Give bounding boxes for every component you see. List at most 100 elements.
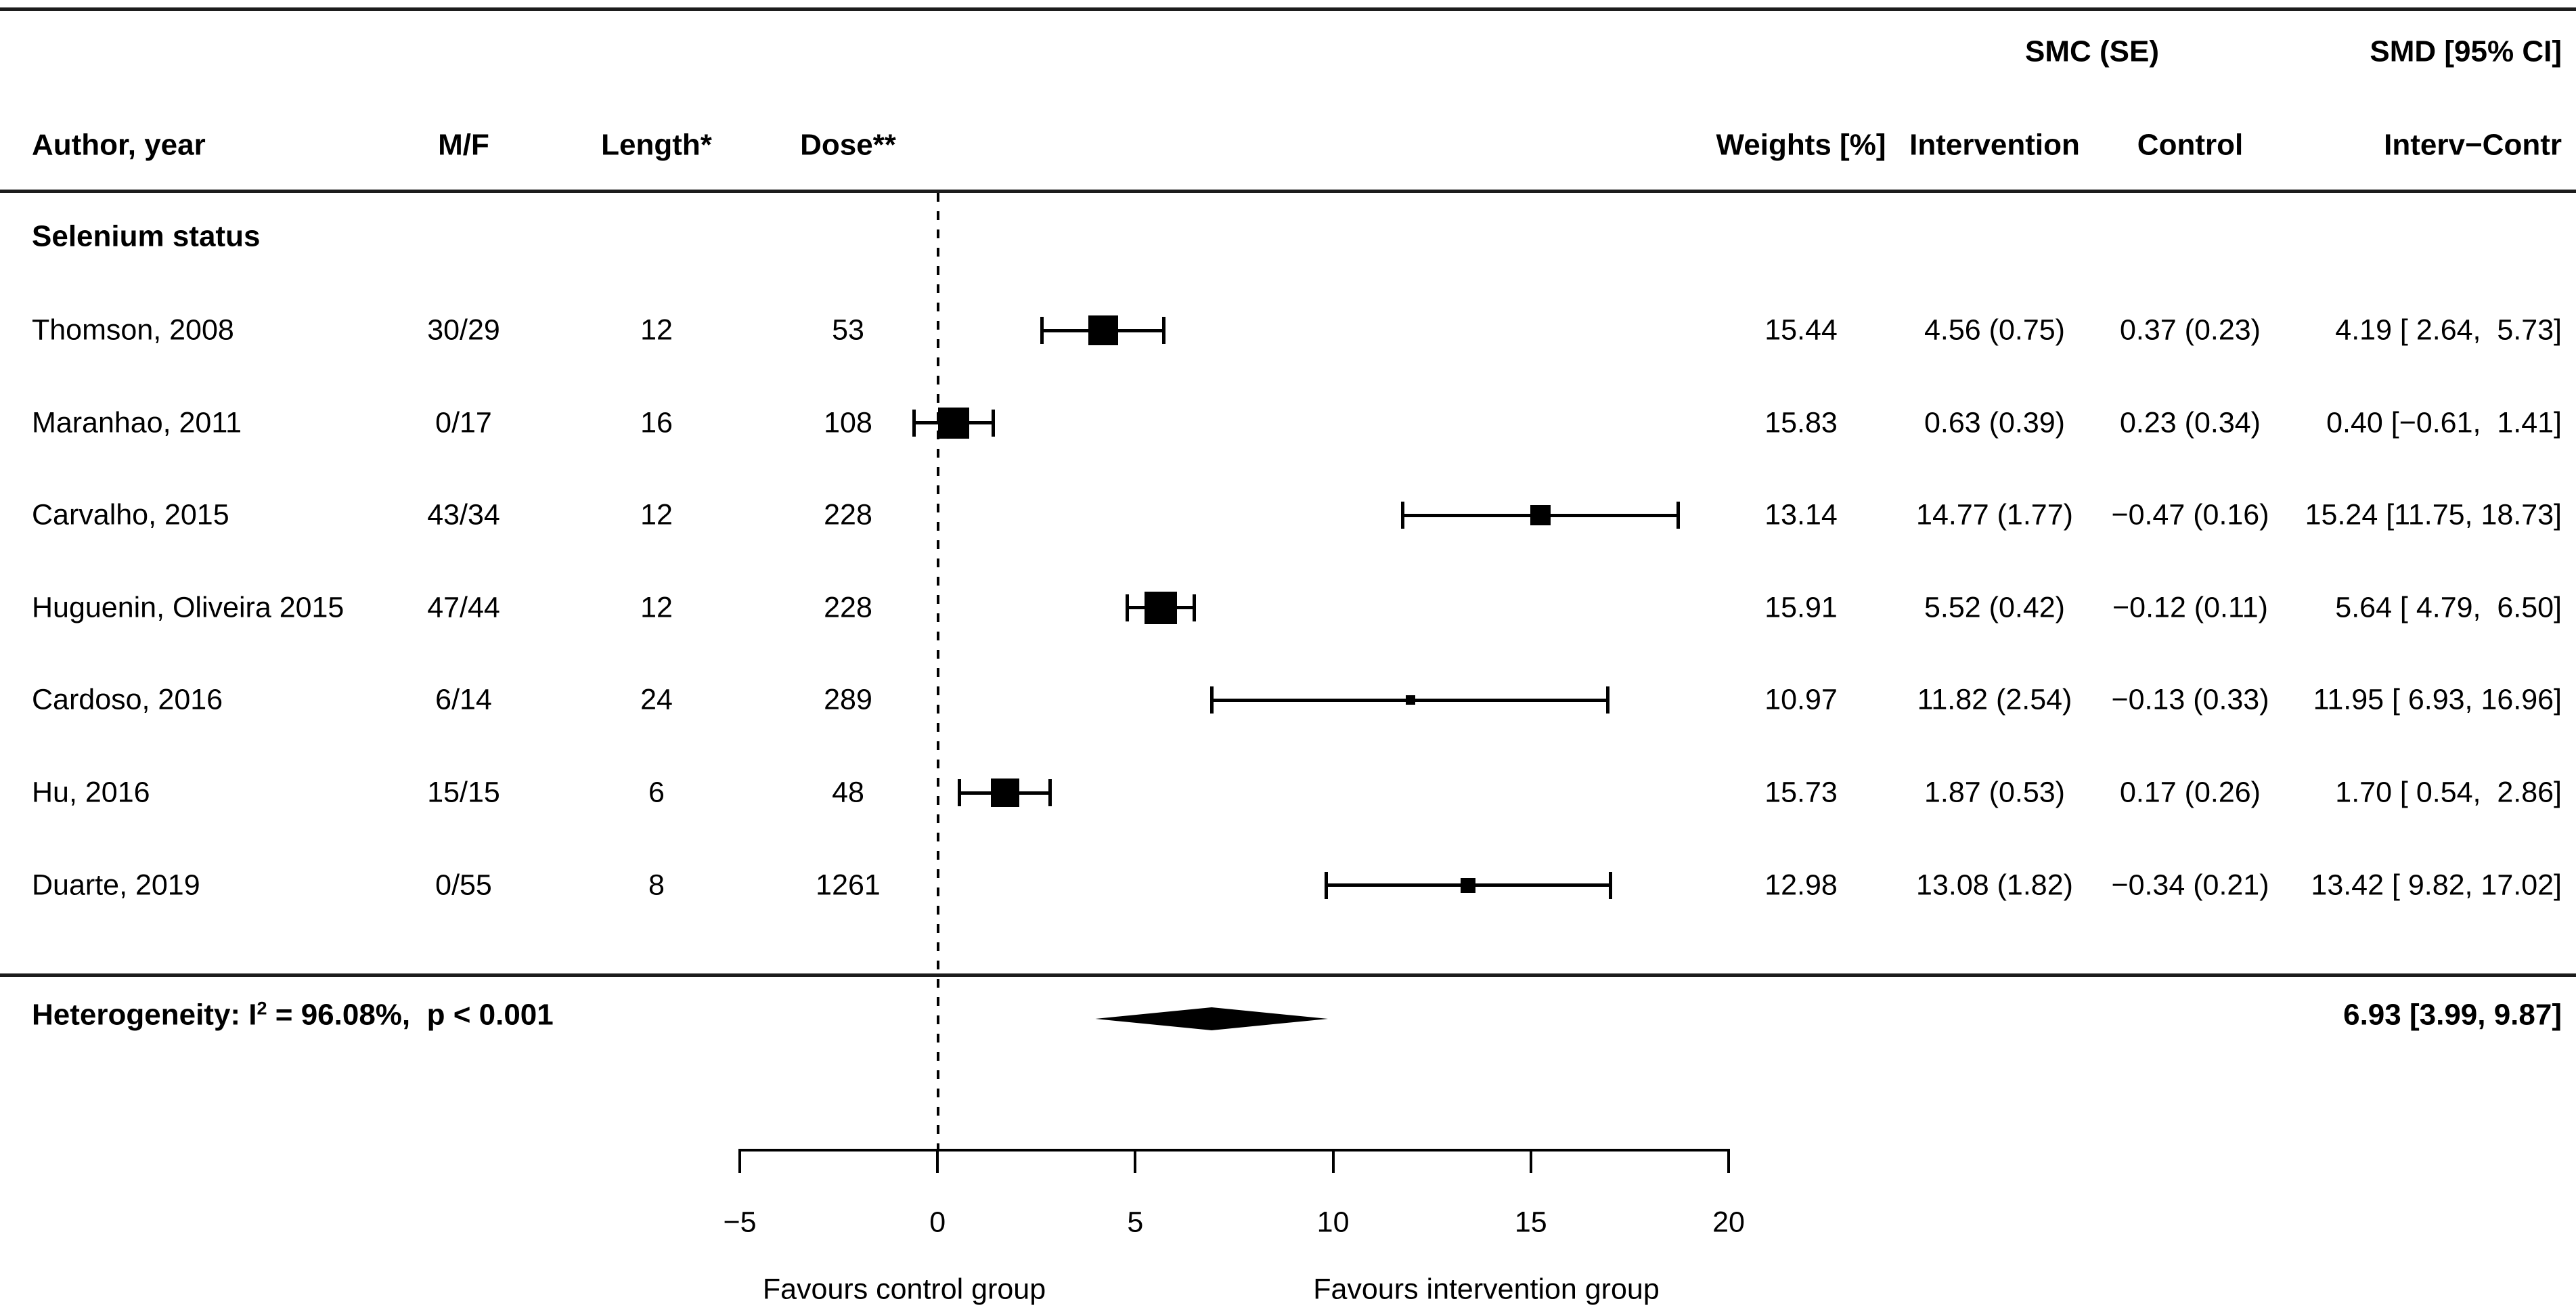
ci-cap-right xyxy=(991,409,995,437)
study-smc-intervention: 4.56 (0.75) xyxy=(1924,313,2065,347)
study-length: 8 xyxy=(648,868,665,901)
study-length: 12 xyxy=(640,313,673,347)
axis-tick xyxy=(1727,1149,1730,1173)
ci-cap-left xyxy=(957,779,961,806)
column-header-control: Control xyxy=(2137,128,2244,162)
i-squared-sup: 2 xyxy=(257,998,267,1019)
study-smc-control: −0.12 (0.11) xyxy=(2112,591,2268,624)
heterogeneity-prefix: Heterogeneity: I xyxy=(32,998,257,1032)
study-mf: 0/17 xyxy=(435,405,492,439)
ci-cap-left xyxy=(912,409,916,437)
column-header-weights: Weights [%] xyxy=(1716,128,1886,162)
column-header-interv-contr: Interv−Contr xyxy=(2384,128,2562,162)
study-mf: 6/14 xyxy=(435,683,492,716)
study-smc-intervention: 1.87 (0.53) xyxy=(1924,776,2065,809)
study-mf: 30/29 xyxy=(427,313,500,347)
column-header-mf: M/F xyxy=(438,128,489,162)
smc-se-group-header: SMC (SE) xyxy=(2025,35,2159,68)
heterogeneity-rest: = 96.08%, p < 0.001 xyxy=(267,998,554,1032)
study-smc-control: 0.17 (0.26) xyxy=(2120,776,2261,809)
summary-diamond xyxy=(1095,1007,1328,1030)
study-smc-intervention: 11.82 (2.54) xyxy=(1917,683,2072,716)
study-smc-control: −0.13 (0.33) xyxy=(2111,683,2269,716)
study-author: Hu, 2016 xyxy=(32,776,150,809)
study-smc-control: 0.37 (0.23) xyxy=(2120,313,2261,347)
study-weight: 12.98 xyxy=(1764,868,1838,901)
ci-cap-right xyxy=(1676,502,1680,529)
study-author: Carvalho, 2015 xyxy=(32,498,229,531)
study-smd-ci: 11.95 [ 6.93, 16.96] xyxy=(2313,683,2562,716)
column-header-author: Author, year xyxy=(32,128,206,162)
study-smc-control: −0.47 (0.16) xyxy=(2111,498,2269,531)
ci-cap-right xyxy=(1608,871,1612,899)
smd-ci-group-header: SMD [95% CI] xyxy=(2370,35,2562,68)
axis-tick-label: 5 xyxy=(1127,1206,1144,1239)
study-length: 12 xyxy=(640,498,673,531)
study-mf: 47/44 xyxy=(427,591,500,624)
study-author: Maranhao, 2011 xyxy=(32,405,242,439)
axis-tick xyxy=(738,1149,741,1173)
study-dose: 228 xyxy=(824,498,872,531)
ci-cap-right xyxy=(1162,317,1166,344)
study-smc-intervention: 14.77 (1.77) xyxy=(1916,498,2073,531)
ci-cap-right xyxy=(1048,779,1052,806)
ci-cap-left xyxy=(1210,686,1214,714)
zero-reference-line xyxy=(937,193,939,1149)
study-author: Thomson, 2008 xyxy=(32,313,234,347)
summary-rule xyxy=(0,973,2576,977)
study-smc-control: 0.23 (0.34) xyxy=(2120,405,2261,439)
study-dose: 48 xyxy=(832,776,864,809)
favours-control-label: Favours control group xyxy=(762,1273,1046,1306)
study-length: 24 xyxy=(640,683,673,716)
study-weight: 15.91 xyxy=(1764,591,1838,624)
axis-tick xyxy=(1331,1149,1335,1173)
column-header-dose: Dose** xyxy=(800,128,896,162)
axis-tick-label: 15 xyxy=(1514,1206,1547,1239)
study-smd-ci: 5.64 [ 4.79, 6.50] xyxy=(2335,591,2562,624)
study-dose: 228 xyxy=(824,591,872,624)
effect-square xyxy=(1461,877,1476,893)
study-smd-ci: 1.70 [ 0.54, 2.86] xyxy=(2335,776,2562,809)
study-weight: 10.97 xyxy=(1764,683,1838,716)
study-smd-ci: 15.24 [11.75, 18.73] xyxy=(2305,498,2562,531)
effect-square xyxy=(1405,695,1415,705)
study-mf: 15/15 xyxy=(427,776,500,809)
axis-tick xyxy=(1134,1149,1137,1173)
ci-cap-left xyxy=(1325,871,1329,899)
x-axis-line xyxy=(740,1149,1729,1152)
study-weight: 13.14 xyxy=(1764,498,1838,531)
ci-cap-left xyxy=(1040,317,1044,344)
effect-square xyxy=(1144,591,1177,624)
study-smc-intervention: 13.08 (1.82) xyxy=(1916,868,2073,901)
section-label: Selenium status xyxy=(32,219,261,253)
ci-cap-left xyxy=(1126,594,1130,621)
heterogeneity-text: Heterogeneity: I2 = 96.08%, p < 0.001 xyxy=(32,999,554,1033)
study-weight: 15.44 xyxy=(1764,313,1838,347)
study-smd-ci: 13.42 [ 9.82, 17.02] xyxy=(2311,868,2562,901)
ci-cap-right xyxy=(1193,594,1197,621)
study-smc-control: −0.34 (0.21) xyxy=(2111,868,2269,901)
study-author: Duarte, 2019 xyxy=(32,868,200,901)
study-author: Huguenin, Oliveira 2015 xyxy=(32,591,345,624)
study-dose: 1261 xyxy=(816,868,881,901)
column-header-length: Length* xyxy=(601,128,712,162)
study-weight: 15.73 xyxy=(1764,776,1838,809)
ci-cap-left xyxy=(1400,502,1404,529)
study-mf: 0/55 xyxy=(435,868,492,901)
study-author: Cardoso, 2016 xyxy=(32,683,223,716)
study-dose: 53 xyxy=(832,313,864,347)
effect-square xyxy=(937,407,969,439)
favours-intervention-label: Favours intervention group xyxy=(1313,1273,1660,1306)
header-rule xyxy=(0,190,2576,193)
study-dose: 108 xyxy=(824,405,872,439)
axis-tick xyxy=(936,1149,939,1173)
study-weight: 15.83 xyxy=(1764,405,1838,439)
axis-tick-label: 0 xyxy=(929,1206,946,1239)
top-rule xyxy=(0,7,2576,11)
study-smd-ci: 4.19 [ 2.64, 5.73] xyxy=(2335,313,2562,347)
effect-square xyxy=(1088,315,1119,345)
study-smc-intervention: 0.63 (0.39) xyxy=(1924,405,2065,439)
axis-tick xyxy=(1529,1149,1532,1173)
study-smd-ci: 0.40 [−0.61, 1.41] xyxy=(2326,405,2562,439)
